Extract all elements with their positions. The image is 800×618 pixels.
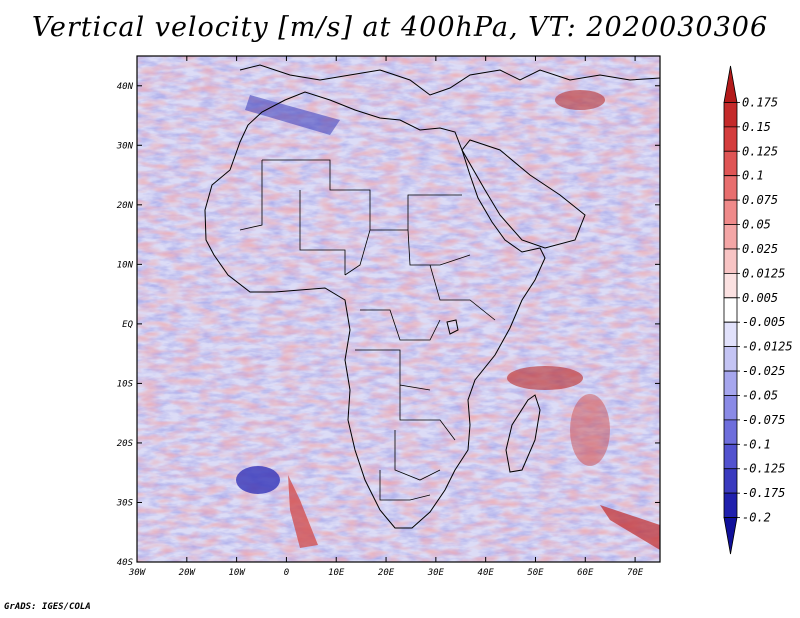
descent-patch-north: [555, 90, 605, 110]
europe-coastline: [239, 64, 660, 96]
y-tick-label: EQ: [122, 320, 133, 330]
colorbar-label: -0.2: [742, 511, 771, 525]
y-tick-label: 40N: [117, 82, 134, 92]
coastlines: [204, 64, 660, 529]
colorbar-label: -0.075: [742, 413, 785, 427]
map-title: Vertical velocity [m/s] at 400hPa, VT: 2…: [31, 12, 769, 43]
y-tick-label: 30S: [116, 498, 134, 508]
x-tick-label: 50E: [527, 568, 544, 578]
x-tick-label: 10E: [328, 568, 345, 578]
colorbar-label: 0.175: [742, 95, 778, 109]
x-tick-label: 30E: [427, 568, 445, 578]
x-tick-label: 60E: [577, 568, 594, 578]
colorbar: 0.175 0.15 0.125 0.1 0.075 0.05 0.025 0.0125 0.0…: [723, 65, 793, 555]
x-tick-label: 0: [284, 568, 289, 578]
colorbar-label: -0.025: [742, 364, 785, 378]
colorbar-swatch: [723, 395, 738, 421]
colorbar-swatch: [723, 297, 738, 323]
colorbar-swatch: [723, 150, 738, 177]
y-axis: 40N 30N 20N 10N EQ 10S 20S 30S 40S: [116, 82, 660, 568]
colorbar-label: 0.005: [742, 291, 778, 305]
x-tick-label: 20W: [179, 568, 197, 578]
colorbar-label: 0.0125: [742, 266, 785, 280]
colorbar-swatch: [723, 419, 738, 445]
colorbar-swatch: [723, 175, 738, 201]
x-tick-label: 20E: [378, 568, 395, 578]
y-tick-label: 40S: [117, 558, 134, 568]
credit-label: GrADS: IGES/COLA: [4, 602, 91, 612]
map-frame: [136, 55, 661, 563]
colorbar-swatch: [723, 248, 738, 274]
colorbar-swatch: [723, 65, 738, 103]
colorbar-label: 0.1: [742, 169, 764, 183]
descent-patch-indian-ocean: [507, 366, 583, 390]
colorbar-label: 0.05: [742, 218, 771, 232]
colorbar-swatch: [723, 224, 738, 250]
y-tick-label: 10S: [117, 379, 134, 389]
colorbar-swatch: [723, 370, 738, 396]
colorbar-label: 0.125: [742, 144, 778, 158]
colorbar-swatch: [723, 126, 738, 152]
descent-patch-southeast: [600, 505, 660, 550]
colorbar-swatch: [723, 102, 738, 128]
colorbar-label: 0.075: [742, 193, 778, 207]
velocity-field: [137, 56, 660, 562]
colorbar-label: -0.1: [742, 437, 771, 451]
colorbar-label: -0.0125: [742, 340, 793, 354]
colorbar-label: 0.15: [742, 120, 771, 134]
colorbar-swatch: [723, 272, 738, 299]
x-tick-label: 40E: [478, 568, 495, 578]
x-tick-label: 30W: [128, 568, 147, 578]
ascent-band-north-africa: [245, 95, 340, 135]
lake-victoria: [446, 319, 459, 335]
y-tick-label: 20S: [117, 439, 134, 449]
arabia-coastline: [461, 139, 586, 249]
y-tick-label: 30N: [116, 141, 134, 151]
x-tick-label: 10W: [228, 568, 246, 578]
colorbar-swatch: [723, 346, 738, 372]
y-tick-label: 10N: [117, 260, 134, 270]
madagascar-coastline: [505, 394, 541, 473]
x-tick-label: 70E: [627, 568, 644, 578]
colorbar-swatch: [723, 492, 738, 518]
descent-patch-east: [570, 394, 610, 466]
colorbar-swatch: [723, 443, 738, 470]
colorbar-label: 0.025: [742, 242, 778, 256]
colorbar-swatch: [723, 517, 738, 555]
strong-updraft-patch: [236, 466, 280, 494]
africa-coastline: [204, 91, 546, 529]
colorbar-swatch: [723, 468, 738, 494]
descent-band-south: [288, 475, 318, 548]
colorbar-swatch: [723, 199, 738, 225]
colorbar-label: -0.05: [742, 388, 778, 402]
x-axis: 30W 20W 10W 0 10E 20E 30E 40E 50E 60E 70E: [128, 56, 644, 578]
interior-borders: [239, 159, 496, 501]
colorbar-swatch: [723, 321, 738, 348]
colorbar-label: -0.005: [742, 315, 785, 329]
y-tick-label: 20N: [117, 201, 134, 211]
colorbar-label: -0.125: [742, 462, 785, 476]
colorbar-label: -0.175: [742, 486, 785, 500]
